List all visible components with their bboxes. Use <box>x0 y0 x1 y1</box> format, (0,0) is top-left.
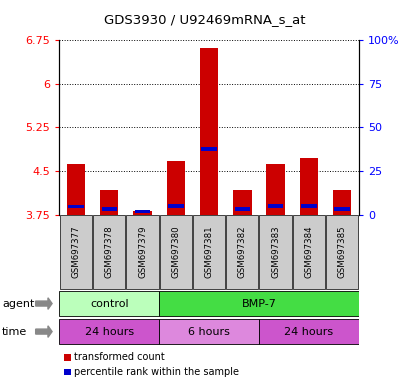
Text: GSM697385: GSM697385 <box>337 226 346 278</box>
Bar <box>234 207 249 210</box>
Text: GSM697378: GSM697378 <box>105 226 114 278</box>
Text: time: time <box>2 326 27 337</box>
Bar <box>300 204 316 208</box>
Bar <box>233 190 251 215</box>
FancyBboxPatch shape <box>159 291 358 316</box>
FancyBboxPatch shape <box>259 215 291 289</box>
Text: 24 hours: 24 hours <box>85 326 134 337</box>
Text: GSM697382: GSM697382 <box>237 226 246 278</box>
Bar <box>166 161 184 215</box>
Bar <box>168 204 183 208</box>
Bar <box>100 190 118 215</box>
Text: GSM697381: GSM697381 <box>204 226 213 278</box>
Text: GSM697379: GSM697379 <box>138 226 147 278</box>
FancyBboxPatch shape <box>59 319 159 344</box>
Text: transformed count: transformed count <box>74 352 164 362</box>
Bar <box>266 164 284 215</box>
Text: agent: agent <box>2 298 34 309</box>
Bar <box>101 207 117 210</box>
Bar <box>332 190 351 215</box>
Text: GSM697383: GSM697383 <box>270 226 279 278</box>
FancyBboxPatch shape <box>193 215 225 289</box>
FancyBboxPatch shape <box>292 215 324 289</box>
Text: GDS3930 / U92469mRNA_s_at: GDS3930 / U92469mRNA_s_at <box>104 13 305 26</box>
Text: GSM697377: GSM697377 <box>72 226 81 278</box>
FancyBboxPatch shape <box>60 215 92 289</box>
Text: GSM697380: GSM697380 <box>171 226 180 278</box>
FancyBboxPatch shape <box>126 215 158 289</box>
FancyBboxPatch shape <box>93 215 125 289</box>
Bar <box>267 204 283 208</box>
Text: BMP-7: BMP-7 <box>241 298 276 309</box>
Bar <box>200 48 218 215</box>
Bar <box>68 205 84 208</box>
FancyBboxPatch shape <box>160 215 191 289</box>
Bar <box>201 147 216 151</box>
Bar <box>333 207 349 210</box>
Bar <box>133 210 151 215</box>
Text: percentile rank within the sample: percentile rank within the sample <box>74 367 238 377</box>
Text: control: control <box>90 298 128 309</box>
FancyBboxPatch shape <box>59 291 159 316</box>
Text: 6 hours: 6 hours <box>188 326 229 337</box>
FancyBboxPatch shape <box>258 319 358 344</box>
FancyBboxPatch shape <box>226 215 258 289</box>
Bar <box>299 158 317 215</box>
Text: GSM697384: GSM697384 <box>303 226 312 278</box>
Bar <box>135 210 150 214</box>
FancyBboxPatch shape <box>325 215 357 289</box>
Bar <box>67 164 85 215</box>
Text: 24 hours: 24 hours <box>283 326 333 337</box>
FancyBboxPatch shape <box>159 319 258 344</box>
